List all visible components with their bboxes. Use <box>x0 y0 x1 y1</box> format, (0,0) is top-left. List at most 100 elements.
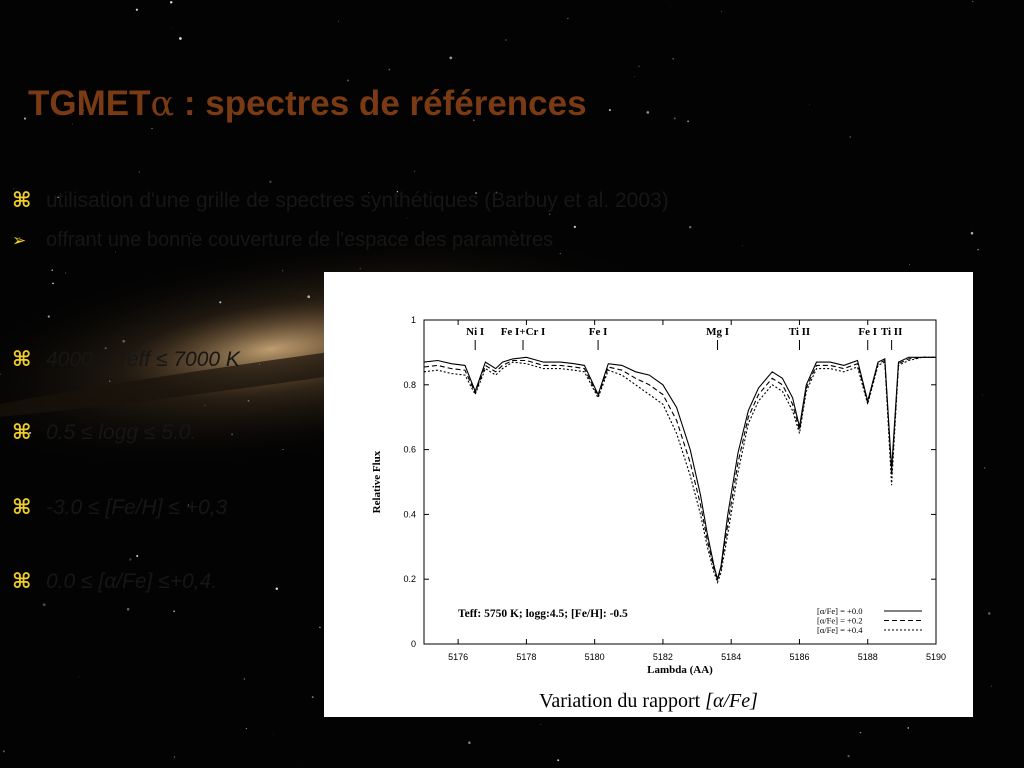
star <box>638 65 640 68</box>
series-line-solid <box>423 356 936 582</box>
star <box>319 626 321 629</box>
star <box>169 1 173 4</box>
star <box>368 191 370 194</box>
star <box>122 339 126 343</box>
chart-annotation: Teff: 5750 K; logg:4.5; [Fe/H]: -0.5 <box>458 608 628 620</box>
star <box>388 68 391 71</box>
star <box>809 104 810 106</box>
bullet-text: 0.5 ≤ logg ≤ 5.0. <box>46 421 197 444</box>
arrow-bullet-symbol: ➢ <box>12 231 27 251</box>
star <box>359 268 361 270</box>
star <box>269 180 272 183</box>
star <box>909 264 911 266</box>
star <box>689 226 692 229</box>
star <box>907 727 909 729</box>
star <box>338 20 339 22</box>
star <box>849 136 851 138</box>
series-line-dotted <box>423 356 936 585</box>
bullet-text: 0.0 ≤ [α/Fe] ≤+0,4. <box>46 570 218 593</box>
star <box>272 734 274 735</box>
x-tick-label: 5186 <box>789 652 809 662</box>
star <box>126 607 130 611</box>
star <box>449 56 453 60</box>
star <box>138 171 141 173</box>
y-axis-label: Relative Flux <box>371 450 383 513</box>
star <box>187 504 189 506</box>
star <box>311 696 314 699</box>
star <box>859 731 862 734</box>
star <box>104 347 107 350</box>
star <box>406 217 408 219</box>
slide-title: TGMETα : spectres de références <box>28 84 587 124</box>
line-id-label: Mg I <box>706 326 729 338</box>
x-tick-label: 5188 <box>858 652 878 662</box>
line-id-label: Fe I+Cr I <box>501 326 546 338</box>
y-tick-label: 0.2 <box>403 574 416 584</box>
star <box>474 191 478 195</box>
bullet-text: -3.0 ≤ [Fe/H] ≤ +0,3 <box>46 496 228 519</box>
x-tick-label: 5180 <box>585 652 605 662</box>
star <box>982 394 983 396</box>
star <box>847 754 850 758</box>
star <box>83 110 85 111</box>
star <box>179 37 182 40</box>
star <box>549 213 551 215</box>
star <box>413 170 416 173</box>
x-tick-label: 5176 <box>448 652 468 662</box>
line-id-label: Fe I <box>858 326 877 338</box>
star <box>573 225 577 229</box>
x-axis-label: Lambda (AA) <box>647 664 713 676</box>
y-tick-label: 0 <box>411 639 416 649</box>
star <box>47 315 50 318</box>
legend-label: [α/Fe] = +0.0 <box>817 606 862 616</box>
star <box>57 196 59 199</box>
star <box>720 10 722 12</box>
star <box>669 5 671 7</box>
star <box>741 245 743 247</box>
spectrum-chart: 5176 5178 5180 5182 5184 5186 5188 5190 0 0.2 0.4 0… <box>371 315 946 676</box>
series-line-dashed <box>423 356 936 581</box>
line-id-label: Fe I <box>589 326 608 338</box>
title-alpha: α <box>150 84 175 124</box>
bullet-symbol: ⌘ <box>12 420 32 444</box>
line-id-label: Ni I <box>466 326 484 338</box>
caption-ratio: [α/Fe] <box>705 690 758 712</box>
star <box>634 76 635 77</box>
bullet-feh-range: ⌘ -3.0 ≤ [Fe/H] ≤ +0,3 <box>12 495 227 520</box>
star <box>42 603 46 607</box>
star <box>987 612 991 615</box>
title-suffix: : spectres de références <box>174 84 587 123</box>
legend-label: [α/Fe] = +0.4 <box>817 625 863 635</box>
title-prefix: TGMET <box>28 84 151 123</box>
star <box>540 723 542 725</box>
bullet-teff-range: ⌘ 4000 ≤ Teff ≤ 7000 K <box>12 347 240 372</box>
star <box>468 741 471 744</box>
bullet-alphafe-range: ⌘ 0.0 ≤ [α/Fe] ≤+0,4. <box>12 569 217 594</box>
star <box>646 111 650 114</box>
x-tick-label: 5182 <box>653 652 673 662</box>
bullet-text: utilisation d'une grille de spectres syn… <box>46 189 669 212</box>
bullet-symbol: ⌘ <box>12 188 32 212</box>
y-tick-label: 0.8 <box>403 380 416 390</box>
sub-bullet-coverage: ➢ offrant une bonne couverture de l'espac… <box>12 229 553 252</box>
star <box>172 28 174 30</box>
star <box>71 123 73 125</box>
star <box>495 191 498 194</box>
legend-label: [α/Fe] = +0.2 <box>817 616 862 626</box>
star <box>347 79 350 82</box>
star <box>65 272 67 274</box>
caption-text: Variation du rapport <box>539 690 706 712</box>
star <box>282 449 284 451</box>
y-tick-label: 1 <box>411 315 416 325</box>
star <box>23 117 27 120</box>
star <box>231 433 234 436</box>
y-tick-label: 0.4 <box>403 509 416 519</box>
star <box>567 17 569 20</box>
plot-frame <box>423 319 937 645</box>
star <box>190 233 192 234</box>
star <box>114 251 116 253</box>
star <box>78 676 80 678</box>
bullet-symbol: ⌘ <box>12 495 32 519</box>
star <box>135 8 139 11</box>
star <box>282 270 284 272</box>
